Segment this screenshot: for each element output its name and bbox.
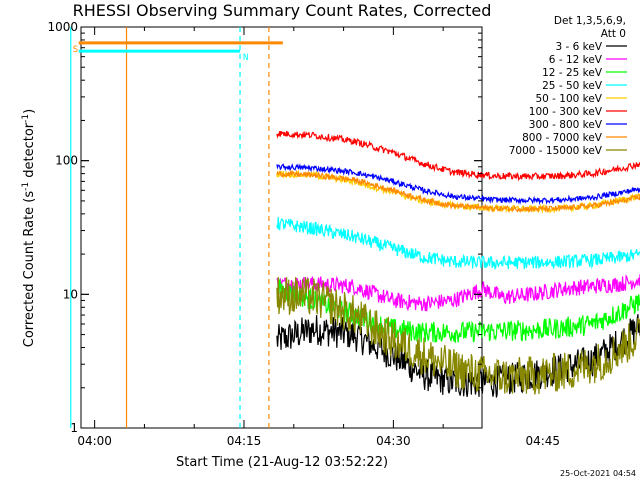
- series-6-12-kev-line: [276, 274, 640, 312]
- night-bar-1-label: N: [243, 53, 248, 63]
- legend-entry-label: 50 - 100 keV: [535, 93, 602, 105]
- y-axis-label-sup2: -1: [21, 114, 31, 123]
- x-tick-label: 04:30: [376, 434, 411, 448]
- y-axis-label-sup1: -1: [21, 182, 31, 191]
- series-7000-15000-kev-line: [276, 276, 640, 395]
- series-100-300-kev-line: [276, 130, 640, 182]
- x-tick-label: 04:45: [525, 434, 560, 448]
- legend-entry-label: 800 - 7000 keV: [522, 132, 603, 144]
- y-tick-label: 100: [55, 154, 78, 168]
- legend-entry-label: 100 - 300 keV: [529, 106, 603, 118]
- x-tick-label: 04:00: [77, 434, 112, 448]
- legend-header-line: Att 0: [601, 28, 626, 40]
- footer-timestamp: 25-Oct-2021 04:54: [560, 469, 636, 478]
- series-3-6-kev-line: [276, 314, 640, 398]
- y-axis-label-mid: detector: [22, 122, 37, 182]
- series-300-800-kev-line: [276, 163, 640, 206]
- y-axis-label: Corrected Count Rate (s-1 detector-1): [21, 109, 37, 347]
- y-tick-label: 1000: [47, 20, 78, 34]
- x-tick-label: 04:15: [227, 434, 262, 448]
- legend-entry-label: 3 - 6 keV: [555, 41, 602, 53]
- legend-entry-label: 12 - 25 keV: [542, 67, 603, 79]
- x-axis-label: Start Time (21-Aug-12 03:52:22): [176, 455, 388, 470]
- legend-entry-label: 6 - 12 keV: [549, 54, 603, 66]
- legend-entry-label: 7000 - 15000 keV: [509, 145, 603, 157]
- legend-entry-label: 300 - 800 keV: [529, 119, 603, 131]
- saa-bar-label: S: [73, 45, 78, 55]
- series-50-100-kev-line: [276, 169, 640, 215]
- legend-header-line: Det 1,3,5,6,9,: [554, 15, 626, 27]
- y-axis-label-end: ): [22, 109, 37, 114]
- y-tick-label: 1: [70, 421, 78, 435]
- series-800-7000-kev-line: [276, 169, 640, 214]
- plot-frame: [80, 26, 483, 429]
- chart-title: RHESSI Observing Summary Count Rates, Co…: [73, 1, 492, 20]
- y-axis-label-main: Corrected Count Rate (s: [22, 191, 37, 348]
- legend-entry-label: 25 - 50 keV: [542, 80, 603, 92]
- y-tick-label: 10: [63, 287, 78, 301]
- series-25-50-kev-line: [276, 217, 640, 270]
